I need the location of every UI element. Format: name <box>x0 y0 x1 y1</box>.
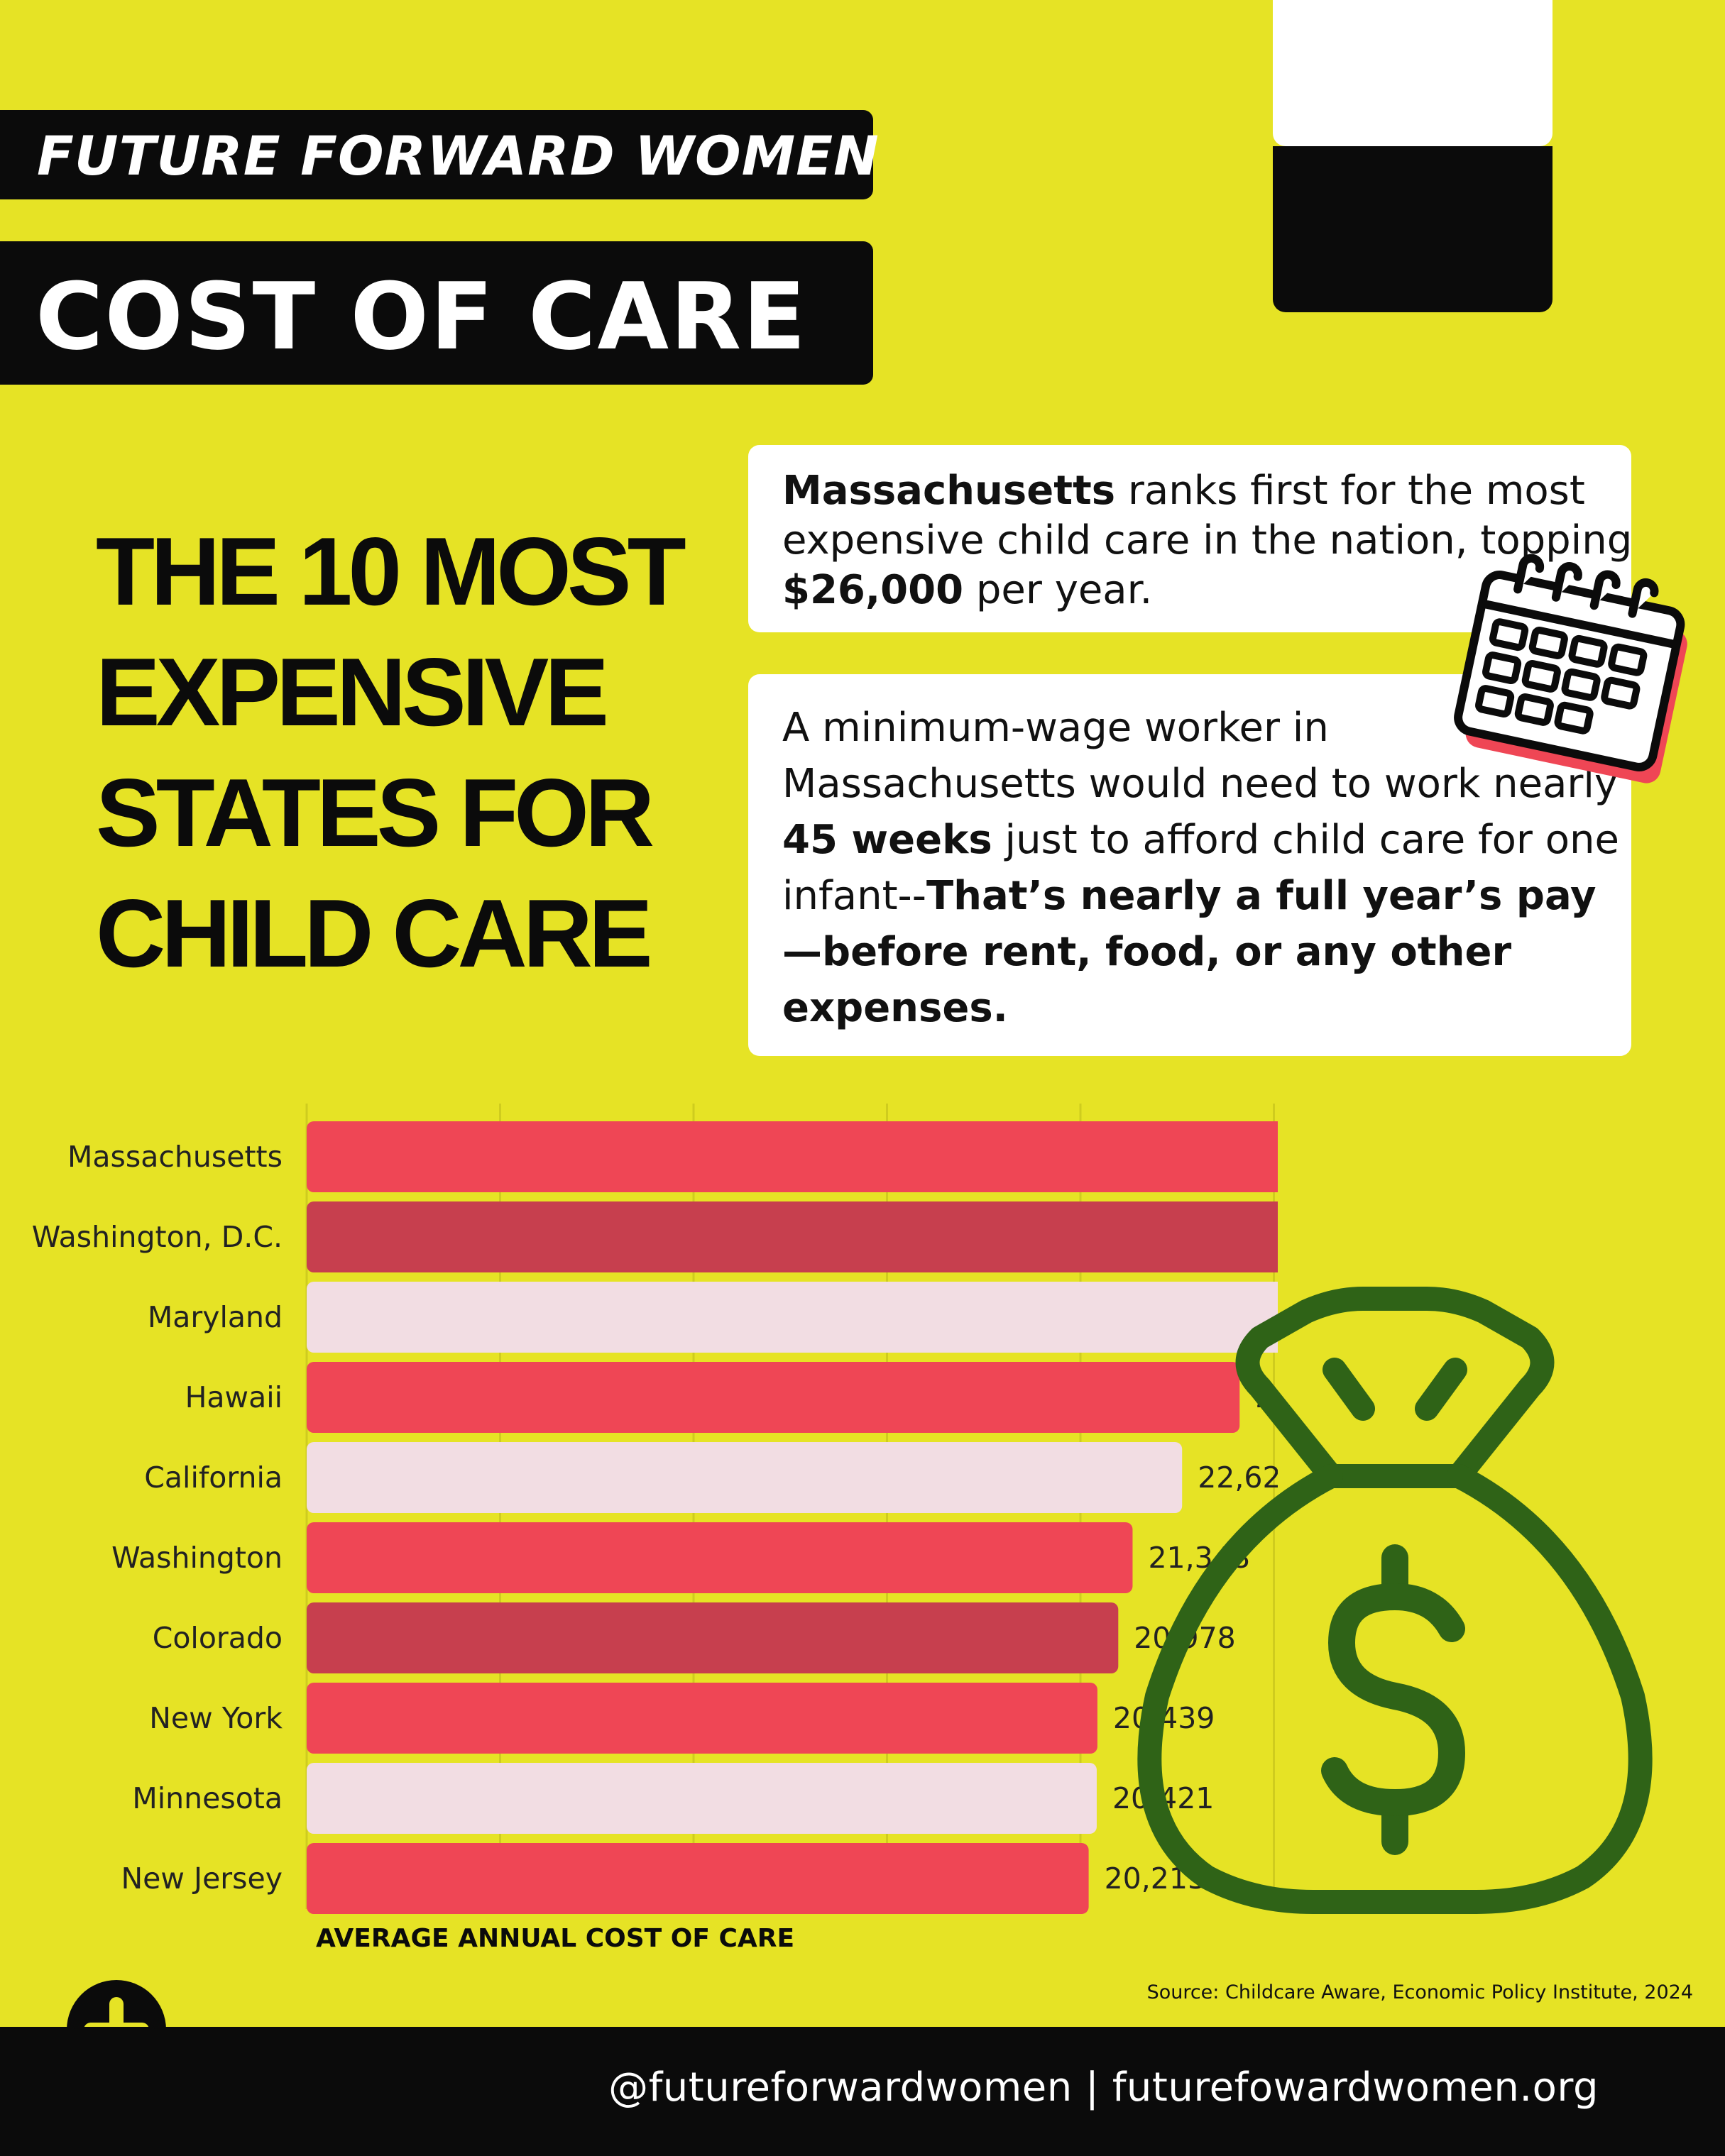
category-label: Hawaii <box>185 1380 283 1414</box>
org-name: FUTURE FORWARD WOMEN <box>37 124 880 187</box>
bar-washington <box>307 1522 1133 1593</box>
title-banner: COST OF CARE <box>0 241 873 385</box>
headline-line-4: CHILD CARE <box>96 879 653 987</box>
fact-card-wages-text: A minimum-wage worker in Massachusetts w… <box>782 700 1620 1036</box>
bar-washington-d-c <box>307 1201 1278 1272</box>
footer-bar: @futureforwardwomen | futurefowardwomen.… <box>0 2027 1725 2156</box>
fact-card-ranking: Massachusetts ranks first for the most e… <box>748 445 1634 632</box>
bar-new-jersey <box>307 1843 1089 1914</box>
footer-links: @futureforwardwomen | futurefowardwomen.… <box>608 2064 1599 2111</box>
chart-bars <box>307 1121 1278 1914</box>
headline: THE 10 MOST EXPENSIVE STATES FOR CHILD C… <box>96 511 735 994</box>
value-label: 22,628 <box>1198 1461 1278 1495</box>
wage-text-1: A minimum-wage worker in Massachusetts w… <box>782 705 1619 807</box>
decorative-tab-black <box>1273 146 1552 312</box>
bar-hawaii <box>307 1362 1240 1433</box>
chart-category-labels: Massachusetts Washington, D.C. Maryland Haw… <box>32 1140 283 1896</box>
fact-text-2: per year. <box>963 567 1153 613</box>
bar-minnesota <box>307 1763 1097 1834</box>
category-label: Massachusetts <box>67 1140 283 1174</box>
headline-line-3: STATES FOR <box>96 759 655 867</box>
category-label: Minnesota <box>132 1781 283 1815</box>
money-bag-icon <box>1137 1287 1653 1914</box>
wage-emphasis: That’s nearly a full year’s pay—before r… <box>782 873 1597 1031</box>
category-label: New York <box>149 1701 283 1735</box>
category-label: New Jersey <box>121 1861 283 1896</box>
wage-text-2: just to afford child care for one infant… <box>782 817 1619 919</box>
bar-california <box>307 1442 1183 1513</box>
chart-x-axis-label: AVERAGE ANNUAL COST OF CARE <box>316 1924 794 1953</box>
headline-line-1: THE 10 MOST <box>96 517 686 625</box>
fact-state: Massachusetts <box>782 468 1116 514</box>
fact-text-1: ranks first for the most expensive child… <box>782 468 1633 563</box>
org-name-banner: FUTURE FORWARD WOMEN <box>0 110 879 199</box>
source-note: Source: Childcare Aware, Economic Policy… <box>1146 1981 1693 2003</box>
bar-new-york <box>307 1683 1097 1754</box>
bar-massachusetts <box>307 1121 1278 1192</box>
category-label: Maryland <box>148 1300 283 1334</box>
cost-bar-chart: Massachusetts Washington, D.C. Maryland Haw… <box>32 1104 1278 1953</box>
bar-colorado <box>307 1602 1119 1673</box>
fact-card-ranking-text: Massachusetts ranks first for the most e… <box>782 466 1634 615</box>
fact-amount: $26,000 <box>782 567 964 613</box>
category-label: Washington <box>111 1541 283 1575</box>
category-label: Washington, D.C. <box>32 1220 283 1254</box>
wage-weeks: 45 weeks <box>782 817 992 863</box>
bar-maryland <box>307 1282 1278 1353</box>
category-label: Colorado <box>153 1621 283 1655</box>
page-title: COST OF CARE <box>35 263 807 370</box>
headline-line-2: EXPENSIVE <box>96 638 609 746</box>
calendar-icon <box>1454 554 1687 783</box>
decorative-tab-white <box>1273 0 1552 146</box>
category-label: California <box>144 1461 283 1495</box>
